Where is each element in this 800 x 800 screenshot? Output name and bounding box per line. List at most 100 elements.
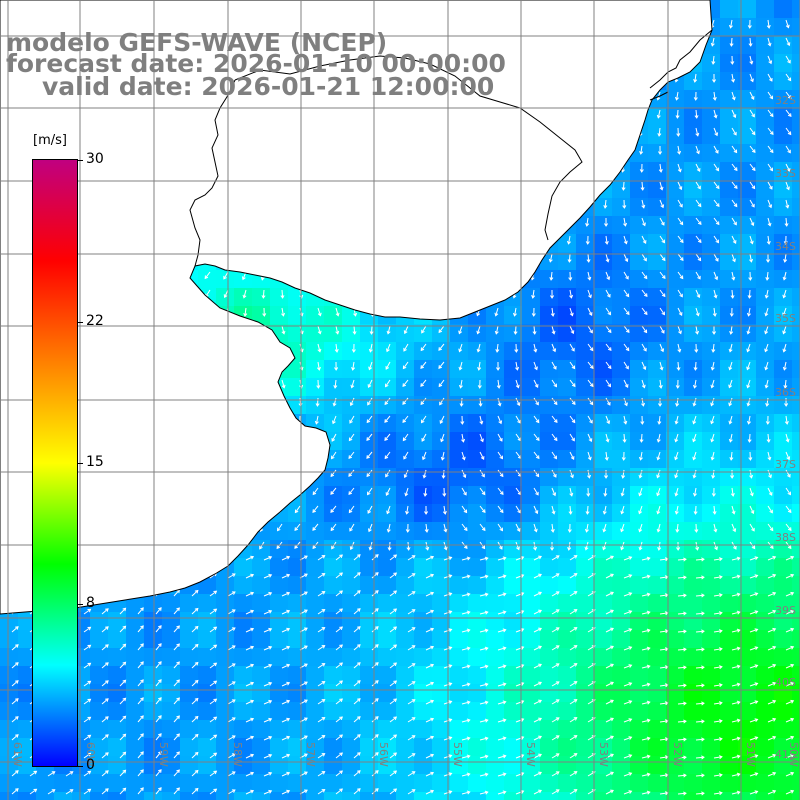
wind-speed-cell: [252, 630, 270, 648]
wind-speed-cell: [630, 684, 648, 702]
wind-arrow: [711, 469, 716, 479]
wind-speed-cell: [414, 342, 432, 360]
wind-speed-cell: [594, 216, 612, 234]
wind-speed-cell: [648, 414, 666, 432]
wind-speed-cell: [414, 684, 432, 702]
wind-arrow: [442, 487, 447, 497]
wind-speed-cell: [792, 396, 800, 414]
wind-speed-cell: [180, 648, 198, 666]
wind-arrow: [406, 541, 411, 551]
wind-speed-cell: [720, 558, 738, 576]
wind-speed-cell: [450, 522, 468, 540]
wind-speed-cell: [684, 396, 702, 414]
wind-speed-cell: [558, 522, 576, 540]
wind-speed-cell: [306, 612, 324, 630]
wind-speed-cell: [486, 486, 504, 504]
wind-speed-cell: [540, 594, 558, 612]
wind-arrow: [785, 19, 790, 29]
wind-speed-cell: [648, 144, 666, 162]
wind-speed-cell: [342, 774, 360, 792]
wind-speed-cell: [720, 342, 738, 360]
wind-speed-cell: [558, 720, 576, 738]
wind-speed-cell: [414, 630, 432, 648]
wind-arrow: [749, 253, 754, 263]
wind-speed-cell: [126, 756, 144, 774]
wind-speed-cell: [792, 378, 800, 396]
wind-arrow: [476, 325, 481, 335]
wind-speed-cell: [342, 630, 360, 648]
wind-arrow: [749, 469, 754, 479]
wind-speed-cell: [108, 792, 126, 800]
wind-arrow: [587, 433, 593, 443]
wind-speed-cell: [684, 126, 702, 144]
wind-speed-cell: [666, 216, 684, 234]
wind-speed-cell: [108, 738, 126, 756]
wind-speed-cell: [342, 432, 360, 450]
wind-speed-cell: [630, 720, 648, 738]
wind-speed-cell: [144, 594, 162, 612]
wind-arrow: [586, 253, 591, 263]
wind-speed-cell: [612, 594, 630, 612]
wind-arrow: [695, 271, 701, 280]
wind-speed-cell: [738, 306, 756, 324]
wind-speed-cell: [792, 108, 800, 126]
wind-arrow: [425, 573, 435, 579]
wind-arrow: [424, 505, 429, 515]
wind-speed-cell: [0, 702, 18, 720]
wind-speed-cell: [666, 504, 684, 522]
wind-speed-cell: [324, 378, 342, 396]
wind-speed-cell: [792, 666, 800, 684]
wind-arrow: [568, 271, 573, 281]
wind-speed-cell: [594, 468, 612, 486]
wind-arrow: [371, 572, 379, 579]
wind-speed-cell: [234, 774, 252, 792]
wind-arrow: [749, 91, 755, 100]
wind-arrow: [366, 451, 373, 459]
wind-speed-cell: [432, 720, 450, 738]
wind-speed-cell: [648, 576, 666, 594]
wind-speed-cell: [306, 360, 324, 378]
wind-speed-cell: [432, 504, 450, 522]
wind-speed-cell: [684, 756, 702, 774]
wind-arrow: [533, 505, 539, 515]
wind-speed-cell: [756, 594, 774, 612]
wind-speed-cell: [0, 738, 18, 756]
wind-arrow: [657, 415, 662, 425]
wind-arrow: [442, 505, 447, 515]
wind-speed-cell: [432, 702, 450, 720]
wind-speed-cell: [720, 288, 738, 306]
wind-speed-cell: [756, 18, 774, 36]
wind-speed-cell: [720, 414, 738, 432]
wind-arrow: [713, 199, 720, 208]
wind-arrow: [263, 555, 273, 561]
wind-arrow: [638, 451, 643, 461]
wind-speed-cell: [360, 468, 378, 486]
wind-speed-cell: [792, 720, 800, 738]
wind-speed-cell: [342, 522, 360, 540]
wind-arrow: [749, 73, 754, 83]
wind-arrow: [659, 307, 665, 316]
wind-speed-cell: [108, 702, 126, 720]
wind-arrow: [692, 451, 697, 461]
wind-arrow: [294, 523, 301, 532]
wind-speed-cell: [378, 702, 396, 720]
wind-arrow: [711, 487, 716, 497]
wind-arrow: [767, 109, 774, 118]
wind-arrow: [623, 271, 629, 280]
latitude-label: 39S: [775, 604, 796, 617]
wind-speed-cell: [738, 576, 756, 594]
wind-speed-cell: [306, 522, 324, 540]
wind-speed-cell: [792, 0, 800, 18]
wind-arrow: [747, 289, 752, 299]
wind-arrow: [587, 271, 592, 281]
wind-arrow: [567, 541, 572, 551]
wind-speed-cell: [468, 576, 486, 594]
wind-arrow: [352, 325, 357, 335]
wind-speed-cell: [54, 774, 72, 792]
wind-speed-cell: [324, 396, 342, 414]
wind-speed-cell: [558, 414, 576, 432]
wind-arrow: [765, 415, 770, 425]
wind-speed-cell: [792, 252, 800, 270]
wind-speed-cell: [648, 540, 666, 558]
wind-speed-cell: [594, 504, 612, 522]
